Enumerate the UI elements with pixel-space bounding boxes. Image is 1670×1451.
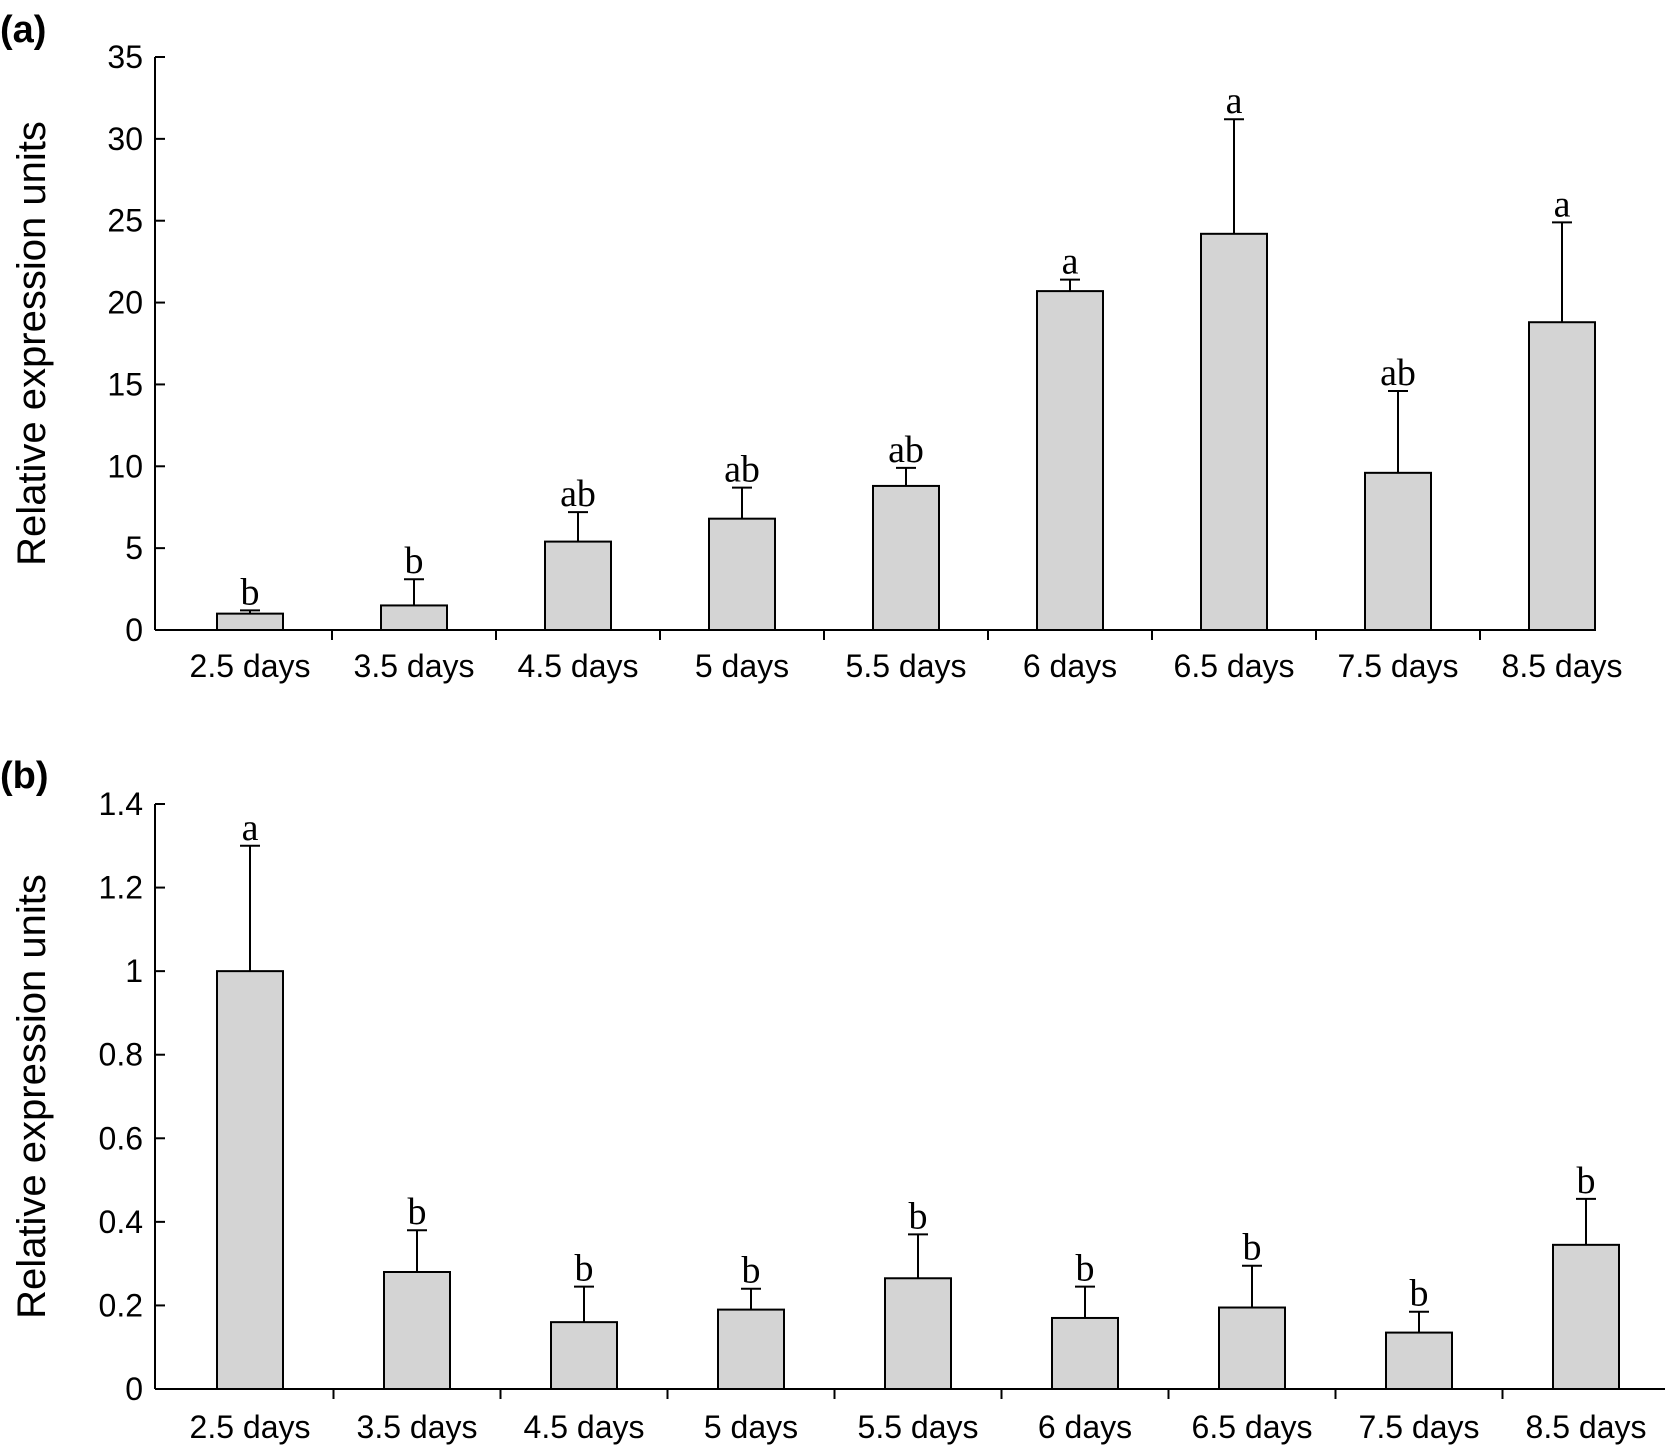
significance-label: a xyxy=(1226,80,1243,122)
bar xyxy=(383,1271,451,1390)
x-tick-label: 5 days xyxy=(704,1409,798,1445)
significance-label: b xyxy=(742,1250,761,1292)
significance-label: a xyxy=(1062,241,1079,283)
y-tick-label: 1 xyxy=(125,953,143,989)
y-tick-label: 0 xyxy=(125,612,143,648)
y-tick-label: 25 xyxy=(107,203,143,239)
bar xyxy=(216,970,284,1391)
y-tick-label: 0.8 xyxy=(99,1037,143,1073)
x-tick-label: 4.5 days xyxy=(518,648,639,684)
significance-label: b xyxy=(1410,1273,1429,1315)
x-tick-label: 2.5 days xyxy=(190,648,311,684)
x-tick-label: 3.5 days xyxy=(357,1409,478,1445)
bar xyxy=(872,484,940,631)
significance-label: b xyxy=(909,1195,928,1237)
y-tick-label: 1.2 xyxy=(99,870,143,906)
y-tick-label: 35 xyxy=(107,39,143,75)
y-tick-label: 30 xyxy=(107,121,143,157)
significance-label: b xyxy=(408,1191,427,1233)
x-tick-label: 5 days xyxy=(695,648,789,684)
x-tick-label: 6 days xyxy=(1038,1409,1132,1445)
bar xyxy=(1051,1316,1119,1390)
bar xyxy=(1528,321,1596,631)
bar xyxy=(216,612,284,632)
significance-label: b xyxy=(1577,1160,1596,1202)
bar xyxy=(1552,1243,1620,1390)
significance-label: b xyxy=(1076,1248,1095,1290)
x-tick-label: 8.5 days xyxy=(1502,648,1623,684)
significance-label: ab xyxy=(560,473,596,515)
panel-label: (a) xyxy=(0,9,46,51)
significance-label: ab xyxy=(724,449,760,491)
panel-a: (a) Relative expression units 0 5 10 15 20 25 30… xyxy=(0,9,1622,684)
y-tick-label: 20 xyxy=(107,285,143,321)
bar xyxy=(544,540,612,632)
significance-label: ab xyxy=(888,429,924,471)
y-tick-label: 0.4 xyxy=(99,1204,143,1240)
y-tick-label: 0.6 xyxy=(99,1120,143,1156)
bar xyxy=(884,1277,952,1390)
y-axis-label: Relative expression units xyxy=(10,874,54,1319)
significance-label: b xyxy=(575,1248,594,1290)
bar xyxy=(1218,1306,1286,1390)
y-tick-label: 15 xyxy=(107,366,143,402)
y-tick-label: 5 xyxy=(125,530,143,566)
x-tick-label: 6 days xyxy=(1023,648,1117,684)
y-tick-label: 0.2 xyxy=(99,1287,143,1323)
y-tick-label: 1.4 xyxy=(99,786,143,822)
y-tick-label: 10 xyxy=(107,448,143,484)
x-tick-label: 5.5 days xyxy=(858,1409,979,1445)
bar xyxy=(1385,1331,1453,1390)
bar xyxy=(1036,290,1104,631)
y-tick-label: 0 xyxy=(125,1371,143,1407)
bar xyxy=(1364,471,1432,631)
significance-label: a xyxy=(1554,183,1571,225)
significance-label: b xyxy=(1243,1227,1262,1269)
bar xyxy=(1200,232,1268,631)
y-axis-label: Relative expression units xyxy=(10,121,54,566)
panel-b: (b) Relative expression units 0 0.2 0.4 0.6 0.… xyxy=(0,755,1665,1445)
x-tick-label: 6.5 days xyxy=(1174,648,1295,684)
x-tick-label: 6.5 days xyxy=(1192,1409,1313,1445)
panel-label: (b) xyxy=(0,755,49,797)
x-tick-label: 8.5 days xyxy=(1526,1409,1647,1445)
x-tick-label: 2.5 days xyxy=(190,1409,311,1445)
x-tick-label: 7.5 days xyxy=(1359,1409,1480,1445)
significance-label: b xyxy=(405,540,424,582)
bar xyxy=(550,1321,618,1390)
significance-label: a xyxy=(242,807,259,849)
x-tick-label: 4.5 days xyxy=(524,1409,645,1445)
bar xyxy=(708,517,776,631)
x-tick-label: 5.5 days xyxy=(846,648,967,684)
x-tick-label: 7.5 days xyxy=(1338,648,1459,684)
bar xyxy=(380,604,448,632)
significance-label: b xyxy=(241,571,260,613)
x-tick-label: 3.5 days xyxy=(354,648,475,684)
significance-label: ab xyxy=(1380,352,1416,394)
bar xyxy=(717,1308,785,1391)
